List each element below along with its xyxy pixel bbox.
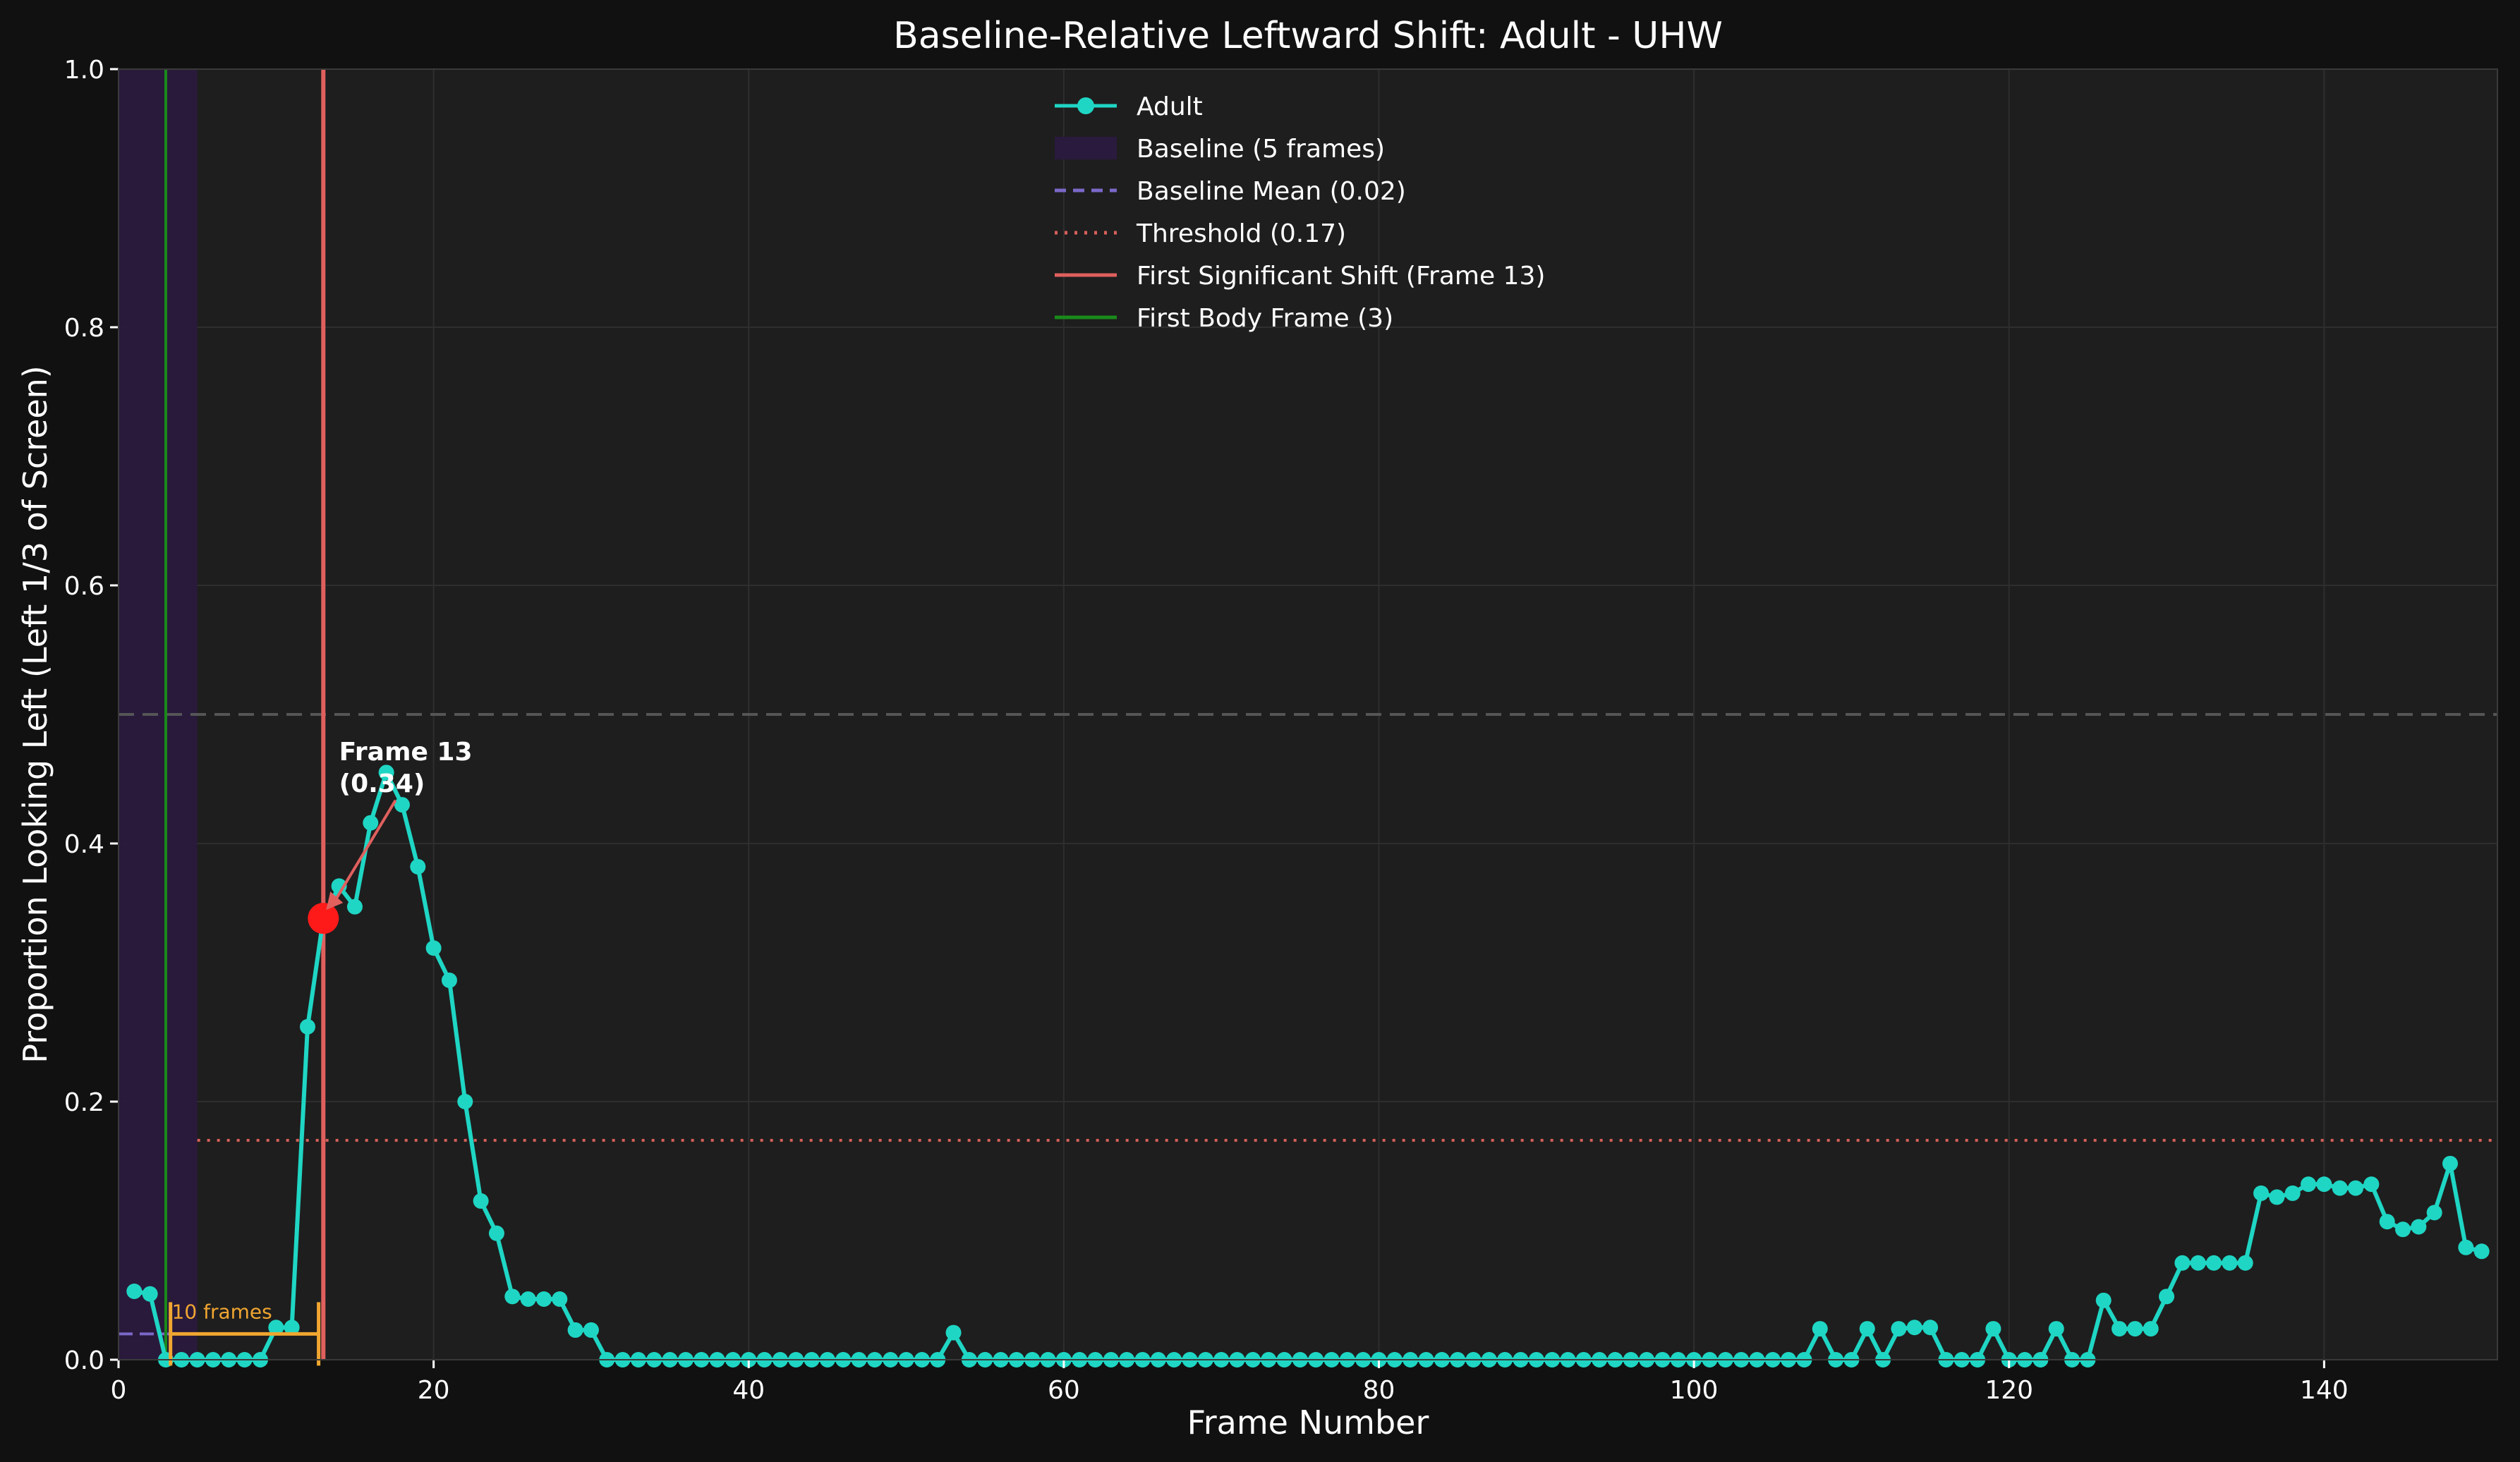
data-point xyxy=(2473,1243,2490,1260)
data-point xyxy=(457,1094,473,1109)
data-point xyxy=(2253,1185,2270,1201)
data-point xyxy=(2143,1321,2159,1337)
data-point xyxy=(299,1018,315,1035)
legend-marker xyxy=(1077,97,1094,114)
data-point xyxy=(2301,1176,2317,1193)
y-tick-label: 0.8 xyxy=(64,314,104,343)
legend-entry: First Body Frame (3) xyxy=(1137,304,1393,333)
data-point xyxy=(2395,1222,2411,1238)
data-point xyxy=(441,972,457,988)
x-tick-label: 120 xyxy=(1985,1376,2033,1405)
data-point xyxy=(2112,1321,2128,1337)
annotation-label: Frame 13 xyxy=(339,738,473,767)
data-point xyxy=(2316,1176,2332,1193)
data-point xyxy=(1906,1320,1922,1336)
y-tick-label: 0.0 xyxy=(64,1346,104,1375)
data-point xyxy=(126,1284,143,1300)
x-tick-label: 140 xyxy=(2300,1376,2349,1405)
data-point xyxy=(2095,1292,2112,1308)
data-point xyxy=(268,1320,284,1336)
legend-swatch xyxy=(1055,137,1117,159)
data-point xyxy=(394,797,410,813)
legend-entry: Baseline (5 frames) xyxy=(1137,135,1385,164)
data-point xyxy=(425,940,442,956)
chart-title: Baseline-Relative Leftward Shift: Adult … xyxy=(893,15,1723,57)
y-tick-label: 1.0 xyxy=(64,56,104,85)
data-point xyxy=(1985,1321,2001,1337)
data-point xyxy=(2237,1255,2253,1271)
x-axis-label: Frame Number xyxy=(1187,1403,1429,1442)
annotation-arrow xyxy=(333,799,397,903)
data-point xyxy=(2458,1239,2474,1255)
legend-entry: Baseline Mean (0.02) xyxy=(1137,177,1406,206)
data-point xyxy=(2442,1155,2459,1171)
data-point xyxy=(2206,1255,2222,1271)
data-point xyxy=(2426,1205,2442,1221)
data-point xyxy=(1922,1320,1939,1336)
data-point xyxy=(2269,1189,2285,1205)
data-point xyxy=(2127,1321,2143,1337)
data-point xyxy=(2379,1214,2395,1230)
x-tick-label: 100 xyxy=(1670,1376,1719,1405)
data-point xyxy=(583,1322,599,1338)
data-point xyxy=(2363,1176,2380,1193)
y-axis-ticks: 0.0 0.2 0.4 0.6 0.8 1.0 xyxy=(64,56,2498,1375)
data-point xyxy=(378,764,394,781)
data-point xyxy=(2332,1180,2348,1196)
data-point xyxy=(473,1193,489,1209)
y-axis-label: Proportion Looking Left (Left 1/3 of Scr… xyxy=(16,365,54,1063)
x-tick-label: 60 xyxy=(1048,1376,1080,1405)
legend-entry: First Significant Shift (Frame 13) xyxy=(1137,262,1545,291)
annotation-arrowhead xyxy=(326,891,344,910)
x-tick-label: 0 xyxy=(111,1376,127,1405)
data-point xyxy=(1891,1321,1907,1337)
data-point xyxy=(2190,1255,2206,1271)
annotation: Frame 13(0.34) xyxy=(326,738,473,910)
x-tick-label: 80 xyxy=(1363,1376,1395,1405)
data-point xyxy=(567,1322,583,1338)
grid xyxy=(118,68,2497,1360)
data-point xyxy=(488,1225,504,1241)
annotation-value: (0.34) xyxy=(339,769,425,798)
data-point xyxy=(2284,1185,2301,1201)
x-axis-ticks: 0 20 40 60 80 100 120 140 xyxy=(111,1360,2349,1405)
legend-entry: Adult xyxy=(1137,92,1203,121)
data-point xyxy=(2411,1219,2427,1235)
frames-bracket: 10 frames xyxy=(169,1300,321,1366)
data-point xyxy=(2174,1255,2191,1271)
data-point xyxy=(535,1291,552,1307)
data-point xyxy=(2222,1255,2238,1271)
data-point xyxy=(520,1291,536,1307)
data-point xyxy=(410,858,426,875)
data-point xyxy=(1812,1321,1828,1337)
plot-frame xyxy=(118,68,2498,1360)
bracket-label: 10 frames xyxy=(172,1300,272,1323)
legend-entry: Threshold (0.17) xyxy=(1136,219,1346,248)
data-point xyxy=(363,815,379,831)
y-tick-label: 0.2 xyxy=(64,1088,104,1117)
data-point xyxy=(2048,1321,2064,1337)
data-point xyxy=(142,1286,158,1302)
data-point xyxy=(504,1289,521,1305)
data-point xyxy=(1859,1321,1875,1337)
data-point xyxy=(552,1291,568,1307)
x-tick-label: 40 xyxy=(732,1376,765,1405)
legend: Adult Baseline (5 frames) Baseline Mean (0… xyxy=(1055,92,1545,333)
data-point xyxy=(284,1320,300,1336)
first-shift-point xyxy=(308,903,339,934)
y-tick-label: 0.4 xyxy=(64,830,104,859)
data-point xyxy=(346,898,363,915)
data-point xyxy=(2159,1289,2175,1305)
data-point xyxy=(945,1324,962,1341)
y-tick-label: 0.6 xyxy=(64,572,104,601)
data-point xyxy=(2348,1180,2364,1196)
x-tick-label: 20 xyxy=(418,1376,450,1405)
